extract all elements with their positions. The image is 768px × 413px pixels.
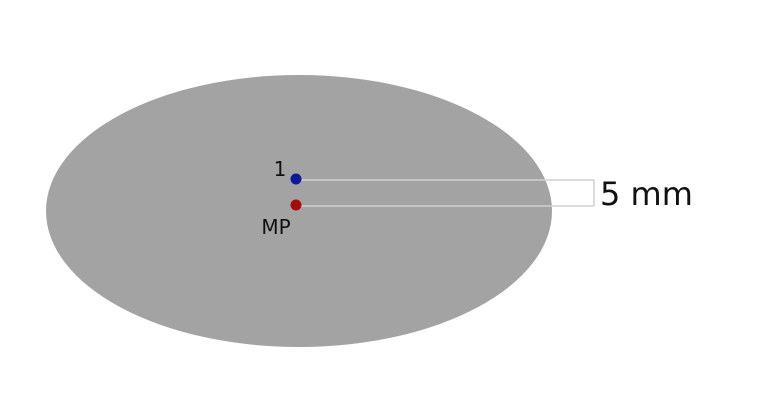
point-one-marker [290,173,302,185]
midpoint-label: MP [261,215,290,239]
point-one-label: 1 [274,157,287,181]
gray-ellipse [46,75,552,347]
midpoint-marker [290,199,302,211]
distance-label: 5 mm [600,175,693,213]
